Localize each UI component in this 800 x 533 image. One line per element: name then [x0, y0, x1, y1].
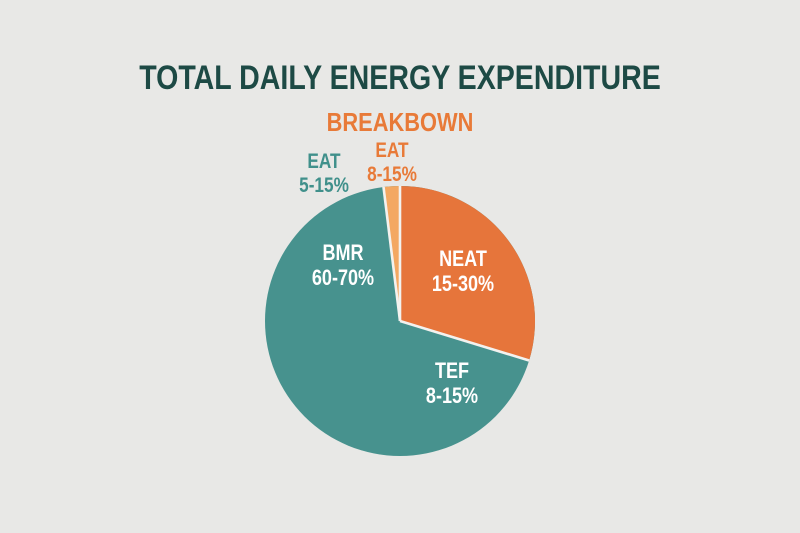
eat-orange-label-name: EAT — [375, 139, 409, 162]
tef-label-range: 8-15% — [425, 383, 479, 408]
bmr-label-range: 60-70% — [311, 265, 375, 290]
tef-label-name: TEF — [434, 358, 470, 383]
eat-teal-label: EAT 5-15% — [299, 150, 349, 198]
bmr-label-name: BMR — [322, 240, 364, 265]
neat-label-range: 15-30% — [431, 271, 495, 296]
eat-orange-label-range: 8-15% — [367, 163, 417, 186]
neat-label: NEAT 15-30% — [432, 246, 494, 296]
eat-teal-label-name: EAT — [307, 150, 341, 173]
chart-subtitle: BREAKBOWN — [326, 107, 474, 137]
slice-divider-line — [399, 319, 530, 362]
neat-slice — [400, 186, 536, 361]
eat-orange-label: EAT 8-15% — [367, 139, 417, 187]
slice-divider-line — [382, 186, 402, 322]
eat-teal-label-range: 5-15% — [299, 174, 349, 197]
neat-label-name: NEAT — [439, 246, 487, 271]
tef-label: TEF 8-15% — [426, 358, 478, 408]
chart-title: TOTAL DAILY ENERGY EXPENDITURE — [139, 59, 661, 97]
bmr-label: BMR 60-70% — [312, 240, 374, 290]
